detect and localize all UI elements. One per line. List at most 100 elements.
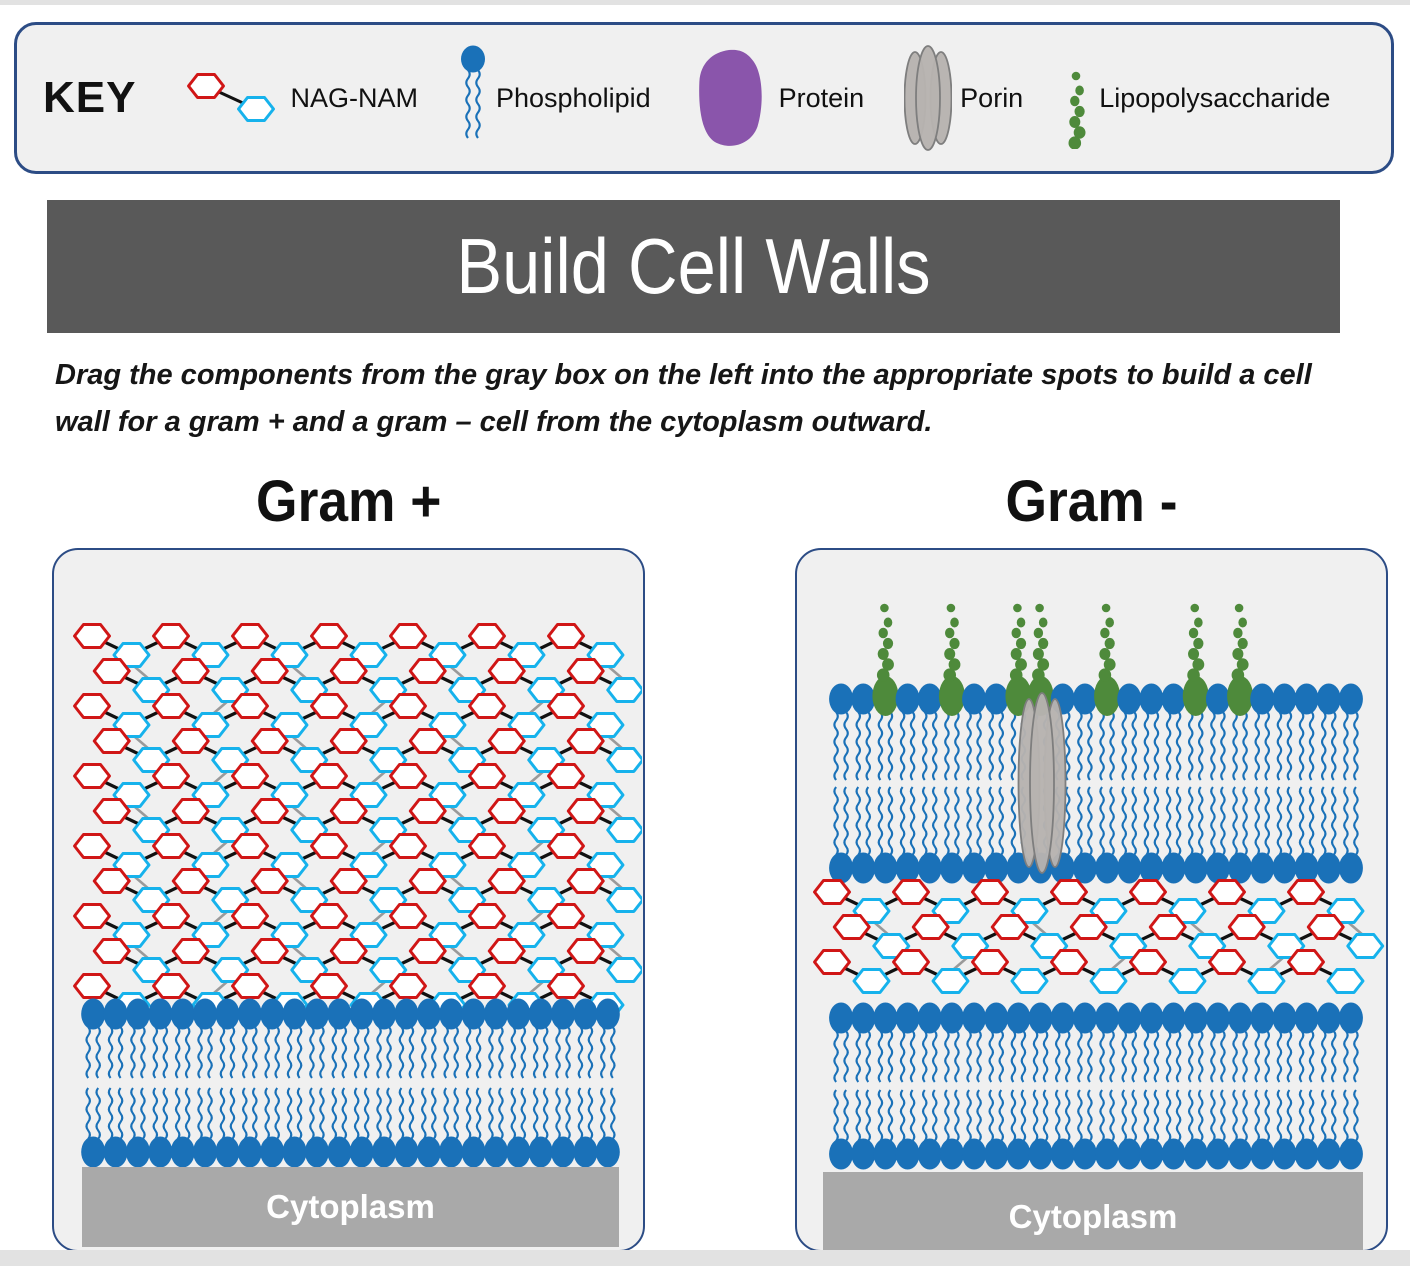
phospholipid-head (917, 1138, 942, 1170)
phospholipid-head (895, 1002, 920, 1034)
lipopolysaccharide-chain[interactable] (876, 603, 894, 682)
phospholipid-head (1316, 852, 1341, 884)
phospholipid-head (984, 1002, 1009, 1034)
phospholipid-head (1250, 1002, 1275, 1034)
page-title: Build Cell Walls (456, 222, 931, 310)
lps-head (1227, 676, 1254, 716)
gram-minus-panel[interactable]: Cytoplasm (795, 548, 1388, 1262)
lps-head (872, 676, 899, 716)
phospholipid-head (1338, 1002, 1363, 1034)
phospholipid-head (895, 852, 920, 884)
phospholipid-head (1338, 852, 1363, 884)
phospholipid-head (506, 1136, 531, 1168)
cytoplasm-label: Cytoplasm (1008, 1198, 1178, 1235)
phospholipid-head (1272, 1002, 1297, 1034)
lipopolysaccharide-chain[interactable] (943, 603, 961, 682)
phospholipid-icon[interactable] (458, 44, 488, 152)
top-edge-strip (0, 0, 1410, 5)
phospholipid-head (551, 998, 576, 1030)
phospholipid-head (125, 998, 150, 1030)
lipopolysaccharide-chain[interactable] (1231, 603, 1249, 682)
lps-head (1182, 676, 1209, 716)
phospholipid-head (81, 998, 106, 1030)
porin-icon[interactable] (904, 42, 953, 154)
phospholipid-head (1316, 683, 1341, 715)
phospholipid-head (215, 998, 240, 1030)
phospholipid-head (483, 1136, 508, 1168)
key-item-protein[interactable]: Protein (691, 47, 865, 149)
phospholipid-head (304, 998, 329, 1030)
protein-icon[interactable] (691, 47, 771, 149)
lipopolysaccharide-chain[interactable] (1068, 71, 1086, 149)
phospholipid-head (237, 998, 262, 1030)
phospholipid-head (394, 1136, 419, 1168)
phospholipid-bilayer[interactable] (829, 1002, 1363, 1170)
bottom-edge-strip (0, 1250, 1410, 1266)
phospholipid-head (81, 1136, 106, 1168)
phospholipid-head (1072, 1002, 1097, 1034)
phospholipid-head (327, 1136, 352, 1168)
peptidoglycan-layer[interactable] (73, 623, 643, 1018)
nag-nam-icon[interactable] (184, 71, 282, 125)
phospholipid-head (327, 998, 352, 1030)
phospholipid-head (1161, 852, 1186, 884)
key-item-lipopolysaccharide[interactable]: Lipopolysaccharide (1063, 47, 1330, 149)
phospholipid-head (439, 998, 464, 1030)
lipopolysaccharide-chain[interactable] (1187, 603, 1205, 682)
lipopolysaccharide-chain[interactable] (1032, 603, 1050, 682)
phospholipid-head (1139, 1002, 1164, 1034)
phospholipid-head (1228, 852, 1253, 884)
porin[interactable] (904, 45, 953, 151)
phospholipid-head (1161, 683, 1186, 715)
phospholipid-head (237, 1136, 262, 1168)
key-item-label: Protein (778, 82, 865, 113)
phospholipid-head (1183, 1002, 1208, 1034)
phospholipid-head (1095, 1138, 1120, 1170)
phospholipid-head (962, 1002, 987, 1034)
key-title: KEY (43, 73, 137, 122)
phospholipid-head (1072, 683, 1097, 715)
phospholipid-head (1338, 1138, 1363, 1170)
phospholipid-head (148, 998, 173, 1030)
key-item-phospholipid[interactable]: Phospholipid (458, 44, 651, 152)
phospholipid-head (1250, 1138, 1275, 1170)
phospholipid-head (1161, 1138, 1186, 1170)
phospholipid-head (895, 1138, 920, 1170)
phospholipid-head (193, 998, 218, 1030)
cytoplasm-bar: Cytoplasm (823, 1172, 1363, 1262)
phospholipid-head (1006, 1002, 1031, 1034)
gram-plus-panel[interactable]: Cytoplasm (52, 548, 645, 1252)
phospholipid-head (851, 683, 876, 715)
phospholipid-head (349, 998, 374, 1030)
phospholipid-head (1205, 852, 1230, 884)
phospholipid-head (1183, 1138, 1208, 1170)
phospholipid-head (1250, 683, 1275, 715)
key-item-porin[interactable]: Porin (904, 42, 1023, 154)
phospholipid-head (506, 998, 531, 1030)
instructions-text: Drag the components from the gray box on… (55, 359, 1312, 438)
phospholipid-bilayer[interactable] (81, 998, 620, 1168)
lipopolysaccharide-chain[interactable] (1098, 603, 1116, 682)
porin[interactable] (1017, 692, 1067, 874)
phospholipid-head (260, 998, 285, 1030)
phospholipid-head (461, 998, 486, 1030)
phospholipid-head (1050, 1002, 1075, 1034)
key-item-label: Phospholipid (495, 82, 651, 113)
lipopolysaccharide-icon[interactable] (1063, 47, 1091, 149)
phospholipid-head (873, 1138, 898, 1170)
key-box: KEY NAG-NAM Phospholipid Protein Porin L… (14, 22, 1394, 174)
phospholipid-bilayer[interactable] (829, 676, 1363, 884)
phospholipid-head (962, 852, 987, 884)
peptidoglycan-layer[interactable] (813, 879, 1385, 994)
phospholipid-head (1006, 1138, 1031, 1170)
phospholipid-head (939, 1138, 964, 1170)
key-item-nag-nam[interactable]: NAG-NAM (184, 71, 418, 125)
phospholipid-head (1272, 852, 1297, 884)
phospholipid-head (1028, 1002, 1053, 1034)
lipopolysaccharide-chain[interactable] (1009, 603, 1027, 682)
phospholipid-head (1272, 1138, 1297, 1170)
phospholipid-head (939, 1002, 964, 1034)
phospholipid-head (851, 1002, 876, 1034)
phospholipid-head (1050, 1138, 1075, 1170)
